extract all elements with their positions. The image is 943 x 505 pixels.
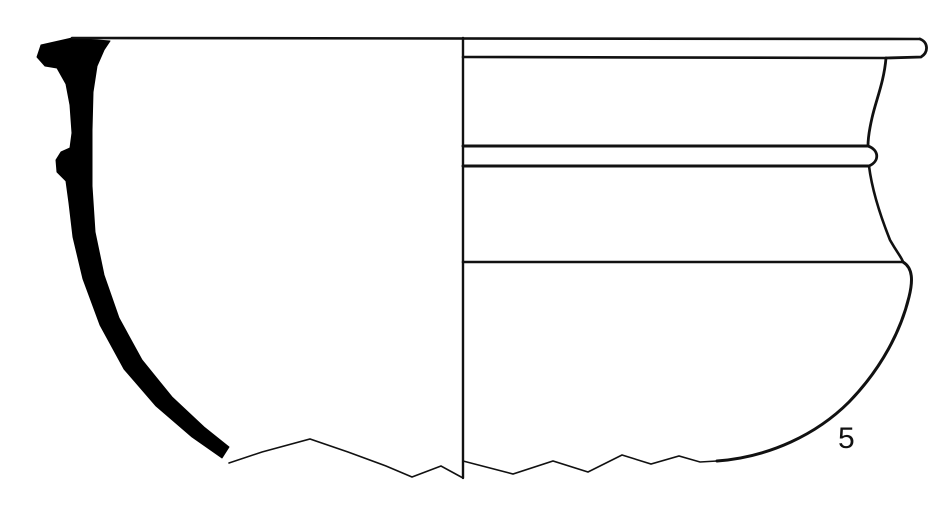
catalogue-number-label: 5: [838, 422, 855, 455]
rim-top-line: [70, 36, 922, 41]
neck-profile-curve: [866, 56, 888, 148]
vessel-section-profile: [36, 37, 230, 459]
shoulder-profile-curve: [867, 164, 905, 264]
cordon-right-bulge: [866, 144, 879, 168]
break-line-left: [228, 438, 464, 479]
lower-body-curve: [715, 260, 913, 463]
rim-outer-edge: [884, 37, 928, 60]
rim-underside-line: [461, 55, 888, 60]
break-line-right: [462, 454, 718, 475]
